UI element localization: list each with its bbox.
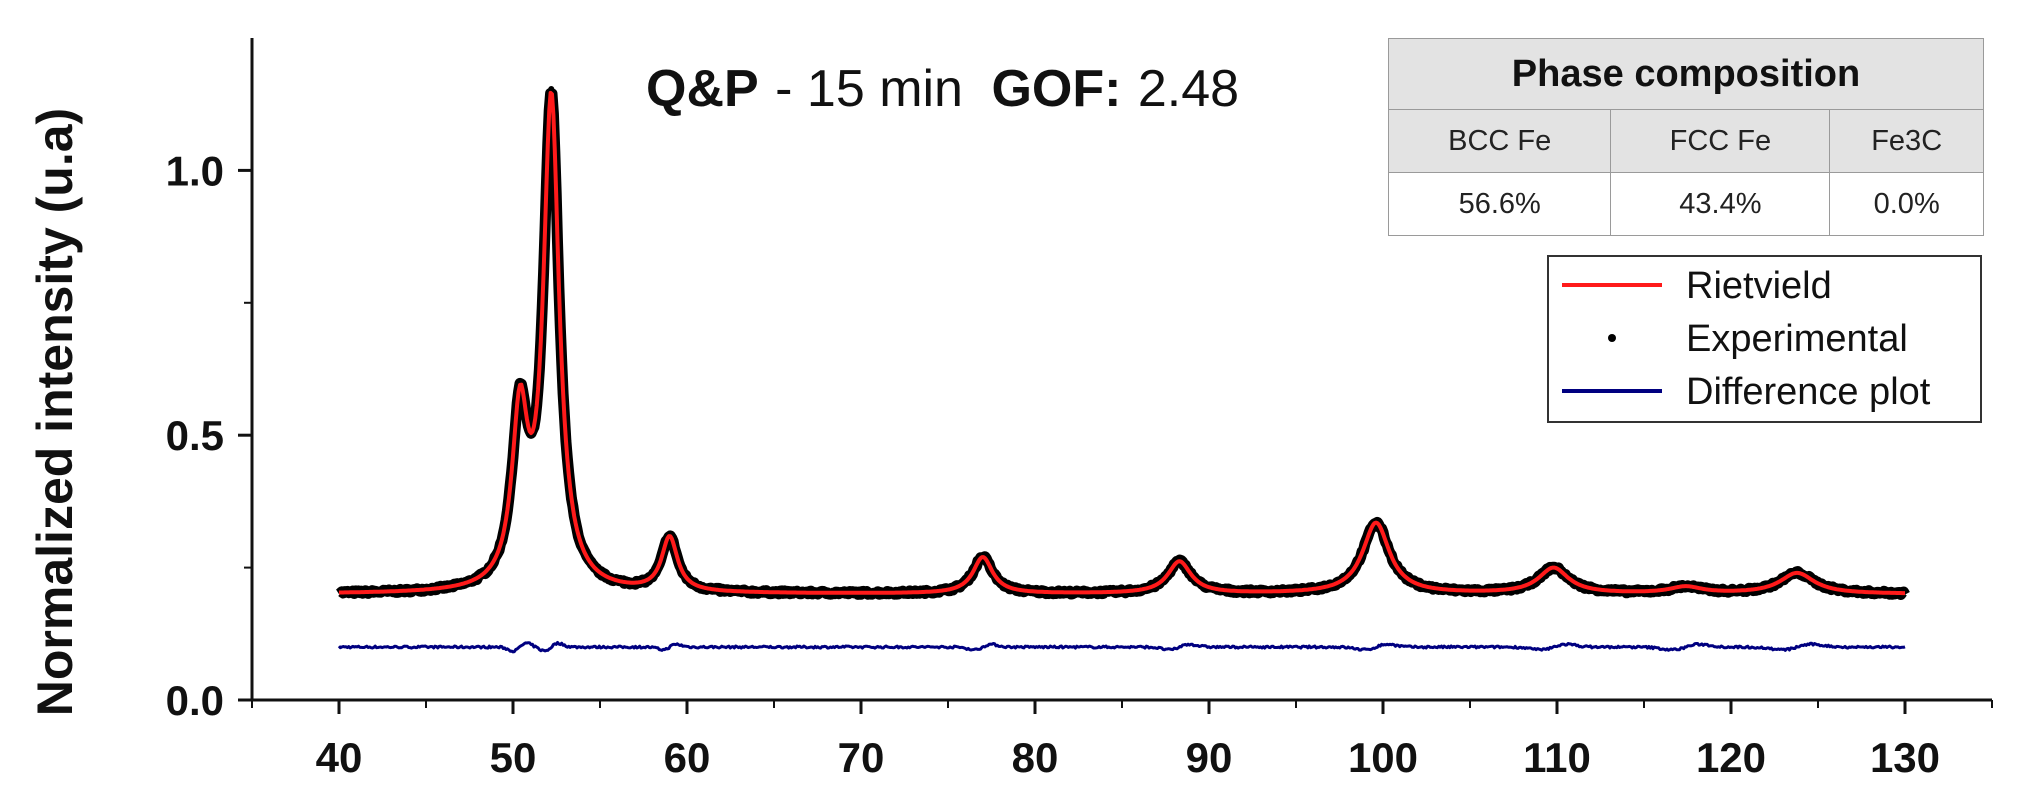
phase-val-bcc: 56.6% [1387,172,1612,236]
title-detail: - 15 min [775,60,963,118]
x-tick-label: 80 [1012,734,1059,781]
x-tick-label: 110 [1523,734,1591,781]
phase-composition-table: Phase composition BCC Fe FCC Fe Fe3C 56.… [1387,38,1984,236]
x-tick-label: 50 [490,734,537,781]
phase-col-fe3c: Fe3C [1829,109,1984,173]
y-axis-label: Normalized intensity (u.a) [27,108,83,716]
legend-swatch-experimental [1608,334,1616,342]
x-tick-label: 60 [664,734,711,781]
legend-label-rietvield: Rietvield [1686,265,1832,307]
legend-label-difference: Difference plot [1686,371,1931,413]
series-difference-line [337,640,1906,654]
y-ticks: 0.0 0.5 1.0 [166,147,252,724]
x-tick-label: 120 [1696,734,1766,781]
experimental-point [548,85,555,92]
series-rietvield-line [338,90,1906,596]
x-tick-label: 130 [1870,734,1940,781]
y-tick-label: 0.5 [166,412,224,459]
phase-table-title: Phase composition [1388,38,1984,110]
phase-col-fcc: FCC Fe [1610,109,1831,173]
title-gof-label: GOF: [991,60,1121,118]
chart-title: Q&P - 15 min GOF: 2.48 [646,60,1239,118]
x-ticks: 40 50 60 70 80 90 100 110 120 130 [251,700,1993,781]
x-tick-label: 90 [1186,734,1233,781]
x-tick-label: 70 [838,734,885,781]
title-gof-value: 2.48 [1138,60,1239,118]
legend-label-experimental: Experimental [1686,318,1908,360]
phase-val-fe3c: 0.0% [1829,172,1984,236]
y-tick-label: 1.0 [166,147,224,194]
x-tick-label: 40 [316,734,363,781]
phase-val-fcc: 43.4% [1610,172,1831,236]
x-tick-label: 100 [1348,734,1418,781]
legend: Rietvield Experimental Difference plot [1547,255,1982,423]
title-sample: Q&P [646,60,759,118]
phase-col-bcc: BCC Fe [1387,109,1612,173]
y-tick-label: 0.0 [166,677,224,724]
